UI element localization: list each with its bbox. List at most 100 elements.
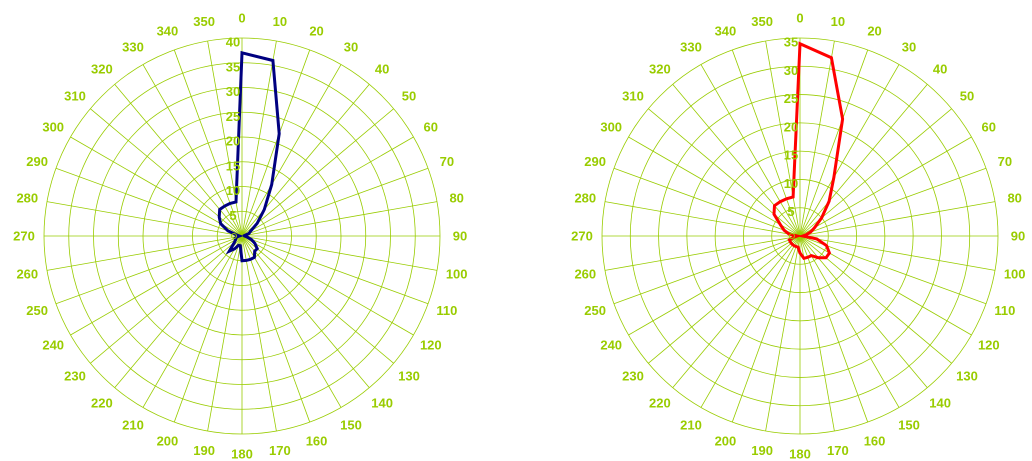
angle-tick-label: 340: [715, 24, 737, 39]
angle-tick-label: 0: [238, 11, 245, 26]
angle-tick-label: 130: [398, 369, 420, 384]
grid-spoke: [173, 235, 243, 423]
radial-tick-label: 35: [784, 35, 798, 50]
angle-tick-label: 10: [831, 14, 845, 29]
angle-tick-label: 160: [306, 433, 328, 448]
grid-spoke: [241, 235, 311, 423]
grid-spoke: [142, 235, 243, 408]
angle-tick-label: 240: [42, 338, 64, 353]
angle-tick-label: 40: [375, 62, 389, 77]
grid-spoke: [700, 64, 801, 237]
angle-tick-label: 230: [622, 369, 644, 384]
angle-tick-label: 190: [751, 443, 773, 458]
angle-tick-label: 280: [16, 191, 38, 206]
angle-tick-label: 20: [867, 24, 881, 39]
angle-tick-label: 70: [998, 154, 1012, 169]
angle-tick-label: 100: [446, 266, 468, 281]
radial-tick-label: 10: [784, 176, 798, 191]
angle-tick-label: 110: [994, 303, 1015, 318]
grid-spoke: [173, 49, 243, 237]
angle-tick-label: 260: [16, 266, 38, 281]
angle-tick-label: 90: [1011, 229, 1025, 244]
angle-tick-label: 170: [269, 443, 291, 458]
angle-tick-label: 220: [649, 395, 671, 410]
grid-spoke: [799, 235, 987, 305]
angle-tick-label: 300: [600, 120, 622, 135]
angle-tick-label: 160: [864, 433, 886, 448]
angle-tick-label: 30: [902, 40, 916, 55]
angle-tick-label: 0: [796, 11, 803, 26]
angle-tick-label: 170: [827, 443, 849, 458]
grid-spoke: [672, 84, 801, 237]
angle-tick-label: 50: [960, 88, 974, 103]
angle-tick-label: 40: [933, 62, 947, 77]
radial-tick-label: 5: [787, 204, 794, 219]
grid-spoke: [765, 235, 801, 432]
radial-tick-label: 20: [226, 134, 240, 149]
radial-tick-label: 5: [229, 208, 236, 223]
grid-spoke: [799, 167, 987, 237]
angle-tick-label: 180: [231, 447, 253, 461]
grid-spoke: [70, 136, 243, 237]
grid-spoke: [241, 235, 277, 432]
grid-spoke: [799, 84, 928, 237]
grid-spoke: [90, 235, 243, 364]
angle-tick-label: 150: [340, 417, 362, 432]
grid-spoke: [114, 235, 243, 388]
angle-tick-label: 120: [420, 338, 442, 353]
angle-tick-label: 310: [622, 88, 644, 103]
radial-tick-label: 15: [784, 148, 798, 163]
grid-spoke: [241, 235, 342, 408]
angle-tick-label: 180: [789, 447, 811, 461]
grid-spoke: [672, 235, 801, 388]
angle-tick-label: 220: [91, 395, 113, 410]
angle-tick-label: 150: [898, 417, 920, 432]
radial-tick-label: 25: [784, 91, 798, 106]
grid-spoke: [241, 136, 414, 237]
radial-tick-label: 15: [226, 158, 240, 173]
grid-spoke: [799, 235, 835, 432]
radial-tick-label: 30: [226, 84, 240, 99]
series-line-1: [217, 50, 281, 263]
polar-chart-2: 0 10 20 30 40 50 60 70 80 90 100 110 120 130 140 150 160…: [571, 11, 1025, 461]
angle-tick-label: 330: [122, 40, 144, 55]
angle-tick-label: 230: [64, 369, 86, 384]
angle-tick-label: 300: [42, 120, 64, 135]
angle-tick-label: 200: [715, 433, 737, 448]
grid-spoke: [799, 64, 900, 237]
angle-tick-label: 10: [273, 14, 287, 29]
series-line-1: [772, 41, 845, 261]
angle-tick-label: 120: [978, 338, 1000, 353]
angle-tick-label: 250: [26, 303, 48, 318]
angle-tick-label: 140: [929, 395, 951, 410]
angle-tick-label: 130: [956, 369, 978, 384]
grid-spoke: [241, 49, 311, 237]
grid-spoke: [628, 136, 801, 237]
polar-chart-1: 0 10 20 30 40 50 60 70 80 90 100 110 120 130 140 150 160…: [13, 11, 467, 461]
grid-spoke: [241, 64, 342, 237]
angle-tick-label: 280: [574, 191, 596, 206]
grid-spoke: [613, 235, 801, 305]
grid-spoke: [241, 235, 414, 336]
angle-tick-label: 290: [584, 154, 606, 169]
angle-tick-label: 290: [26, 154, 48, 169]
angle-tick-label: 60: [982, 120, 996, 135]
grid-spoke: [799, 235, 996, 271]
grid-spoke: [799, 40, 835, 237]
angle-tick-label: 260: [574, 266, 596, 281]
angle-tick-label: 270: [13, 229, 35, 244]
angle-tick-label: 210: [122, 417, 144, 432]
grid-spoke: [731, 49, 801, 237]
radial-tick-label: 40: [226, 35, 240, 50]
grid-spoke: [241, 167, 429, 237]
grid-spoke: [241, 235, 429, 305]
grid-spoke: [799, 49, 869, 237]
radial-tick-label: 35: [226, 59, 240, 74]
angle-tick-label: 270: [571, 229, 593, 244]
angle-tick-label: 350: [193, 14, 215, 29]
grid-spoke: [142, 64, 243, 237]
angle-tick-label: 340: [157, 24, 179, 39]
grid-spoke: [241, 235, 370, 388]
angle-tick-label: 350: [751, 14, 773, 29]
